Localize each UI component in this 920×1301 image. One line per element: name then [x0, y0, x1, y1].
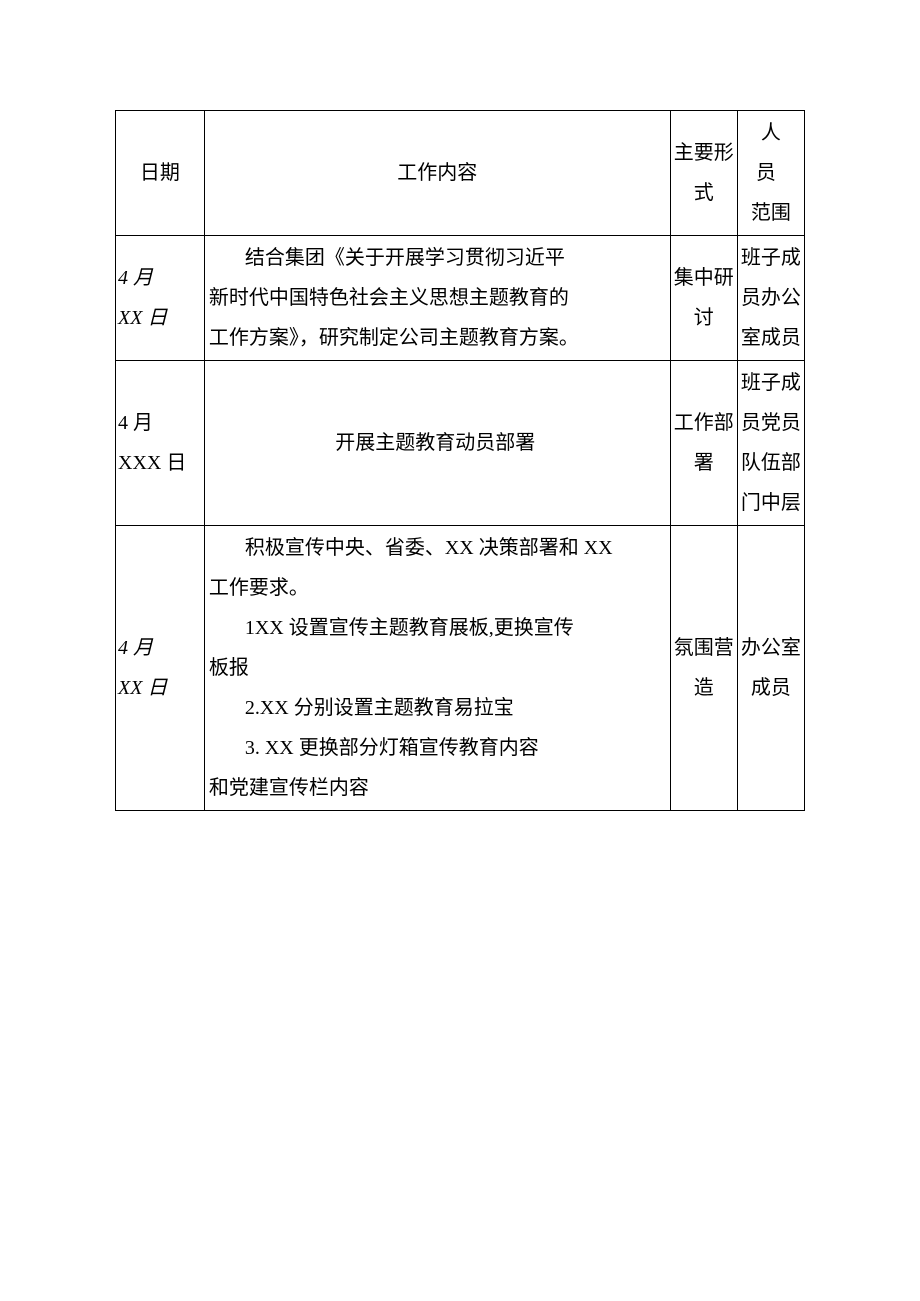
table-row: 4 月XX 日结合集团《关于开展学习贯彻习近平新时代中国特色社会主义思想主题教育…	[116, 236, 805, 361]
date-cell: 4 月XX 日	[116, 526, 205, 811]
header-scope: 人员 范围	[737, 111, 804, 236]
form-cell: 集中研讨	[670, 236, 737, 361]
header-row: 日期 工作内容 主要形式 人员 范围	[116, 111, 805, 236]
date-cell: 4 月XXX 日	[116, 361, 205, 526]
header-date: 日期	[116, 111, 205, 236]
scope-cell: 班子成员党员队伍部门中层	[737, 361, 804, 526]
header-content: 工作内容	[204, 111, 670, 236]
scope-cell: 办公室成员	[737, 526, 804, 811]
schedule-table: 日期 工作内容 主要形式 人员 范围 4 月XX 日结合集团《关于开展学习贯彻习…	[115, 110, 805, 811]
form-cell: 工作部署	[670, 361, 737, 526]
scope-cell: 班子成员办公室成员	[737, 236, 804, 361]
form-cell: 氛围营造	[670, 526, 737, 811]
table-row: 4 月XX 日积极宣传中央、省委、XX 决策部署和 XX工作要求。1XX 设置宣…	[116, 526, 805, 811]
date-cell: 4 月XX 日	[116, 236, 205, 361]
table-row: 4 月XXX 日开展主题教育动员部署工作部署班子成员党员队伍部门中层	[116, 361, 805, 526]
content-cell: 开展主题教育动员部署	[204, 361, 670, 526]
content-cell: 积极宣传中央、省委、XX 决策部署和 XX工作要求。1XX 设置宣传主题教育展板…	[204, 526, 670, 811]
header-form: 主要形式	[670, 111, 737, 236]
content-cell: 结合集团《关于开展学习贯彻习近平新时代中国特色社会主义思想主题教育的工作方案》，…	[204, 236, 670, 361]
table-body: 日期 工作内容 主要形式 人员 范围 4 月XX 日结合集团《关于开展学习贯彻习…	[116, 111, 805, 811]
